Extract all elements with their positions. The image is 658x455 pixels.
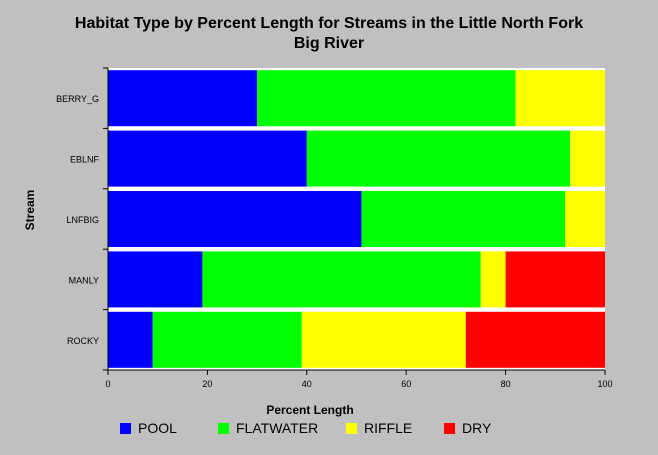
y-axis-title: Stream — [23, 189, 37, 231]
bar-flatwater-rocky — [152, 311, 302, 368]
legend-label: DRY — [462, 420, 492, 436]
bar-flatwater-lnfbig — [361, 191, 566, 247]
x-tick-label: 80 — [501, 379, 511, 389]
bar-pool-manly — [108, 251, 203, 308]
legend-item-dry: DRY — [444, 420, 491, 436]
x-tick-label: 40 — [302, 379, 312, 389]
legend-item-riffle: RIFFLE — [346, 420, 412, 436]
y-tick-label: LNFBIG — [66, 215, 99, 225]
legend-label: FLATWATER — [236, 420, 319, 436]
bar-pool-eblnf — [108, 130, 307, 187]
legend-swatch — [120, 422, 131, 434]
legend: POOL FLATWATER RIFFLE DRY — [0, 420, 658, 444]
bar-dry-manly — [505, 251, 605, 308]
legend-item-flatwater: FLATWATER — [218, 420, 318, 436]
legend-swatch — [444, 422, 455, 434]
bar-riffle-berry_g — [515, 70, 605, 127]
bar-riffle-rocky — [301, 311, 466, 368]
legend-swatch — [346, 422, 357, 434]
x-tick-label: 100 — [597, 379, 612, 389]
bar-pool-rocky — [108, 311, 153, 368]
bar-riffle-lnfbig — [565, 191, 605, 247]
legend-label: RIFFLE — [364, 420, 413, 436]
bar-riffle-manly — [480, 251, 506, 308]
bar-flatwater-manly — [202, 251, 481, 308]
x-axis-title: Percent Length — [266, 403, 354, 417]
bar-riffle-eblnf — [570, 130, 605, 187]
chart-title-line-1: Habitat Type by Percent Length for Strea… — [74, 15, 584, 32]
y-tick-label: MANLY — [69, 275, 99, 285]
x-tick-label: 0 — [105, 379, 110, 389]
bar-pool-lnfbig — [108, 191, 362, 247]
y-tick-label: EBLNF — [70, 155, 100, 165]
chart-plot: BERRY_G EBLNF LNFBIG MANLY ROCKY 0 20 40 60 80 100 — [56, 67, 613, 389]
x-tick-label: 60 — [401, 379, 411, 389]
bar-pool-berry_g — [108, 70, 258, 127]
bar-dry-rocky — [465, 311, 605, 368]
x-tick-label: 20 — [202, 379, 212, 389]
y-tick-label: ROCKY — [67, 336, 99, 346]
legend-item-pool: POOL — [120, 420, 177, 436]
bar-flatwater-eblnf — [306, 130, 571, 187]
y-tick-label: BERRY_G — [56, 94, 99, 104]
chart-title-line-2: Big River — [293, 35, 365, 52]
legend-swatch — [218, 422, 229, 434]
bar-flatwater-berry_g — [257, 70, 516, 127]
legend-label: POOL — [138, 420, 177, 436]
